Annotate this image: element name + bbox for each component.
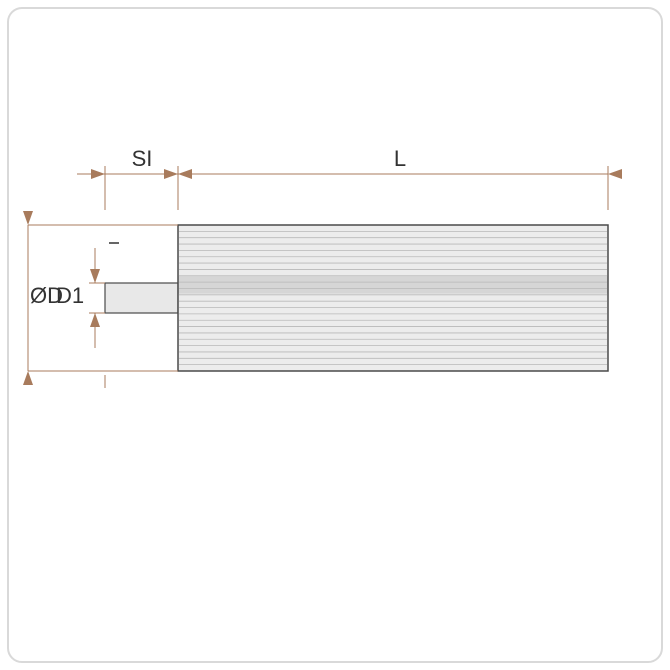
label-si: SI [132, 146, 153, 171]
dimension-arrow [164, 169, 178, 179]
dimension-arrow [23, 211, 33, 225]
pulley-body-fill [178, 225, 608, 371]
label-d: ØD [30, 283, 63, 308]
dimension-arrow [91, 169, 105, 179]
dimension-arrow [608, 169, 622, 179]
dimension-arrow [23, 371, 33, 385]
shaft [105, 283, 178, 313]
dimension-arrow [90, 269, 100, 283]
dimension-arrow [90, 313, 100, 327]
pulley-body-shade [178, 276, 608, 294]
label-l: L [394, 146, 406, 171]
